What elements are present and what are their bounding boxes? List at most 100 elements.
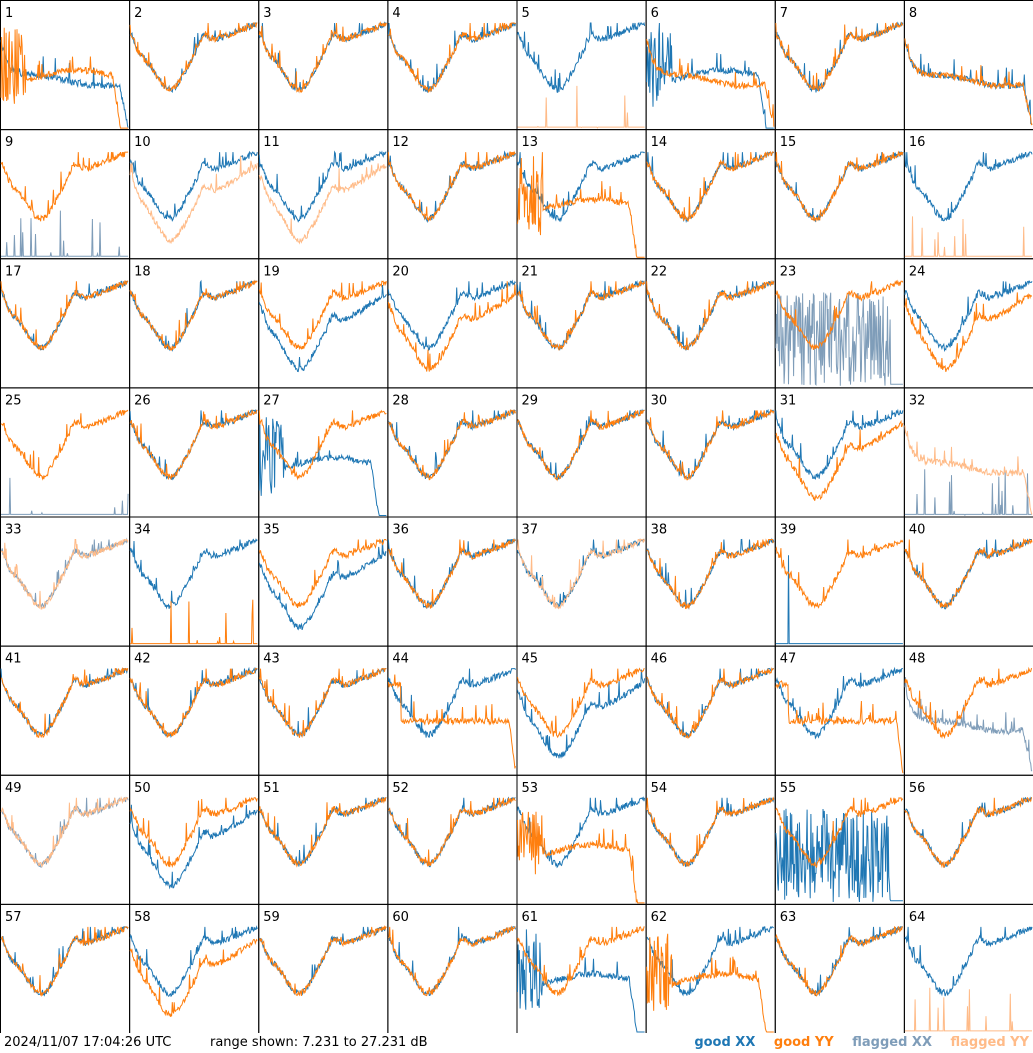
series-xx-19 — [258, 284, 387, 373]
series-yy-12 — [387, 150, 516, 223]
series-yy-37 — [517, 537, 646, 610]
series-xx-5 — [517, 21, 646, 93]
panel-52: 52 — [387, 774, 518, 905]
series-xx-8 — [904, 38, 1033, 126]
panel-label: 26 — [134, 393, 151, 408]
legend-good-xx: good XX — [694, 1035, 756, 1050]
legend-flagged-yy: flagged YY — [950, 1035, 1030, 1050]
legend-good-yy: good YY — [773, 1035, 834, 1050]
series-xx-38 — [646, 537, 775, 610]
panel-label: 23 — [780, 264, 797, 279]
panel-46: 46 — [645, 645, 776, 776]
series-yy-46 — [646, 667, 775, 739]
series-yy-61 — [517, 926, 645, 997]
panel-label: 64 — [909, 910, 926, 925]
series-xx-63 — [775, 926, 903, 997]
series-yy-14 — [646, 151, 774, 222]
series-yy-40 — [904, 538, 1033, 609]
panel-label: 20 — [392, 264, 409, 279]
panel-24: 24 — [903, 258, 1033, 389]
panel-label: 14 — [651, 135, 668, 150]
series-yy-17 — [0, 279, 129, 351]
series-xx-6 — [646, 22, 774, 129]
panel-57: 57 — [0, 903, 131, 1033]
series-xx-23 — [775, 292, 903, 386]
series-yy-15 — [775, 150, 904, 223]
series-yy-30 — [646, 408, 775, 481]
panel-label: 28 — [392, 393, 409, 408]
series-yy-21 — [517, 279, 646, 351]
series-xx-44 — [387, 668, 516, 738]
panel-label: 36 — [392, 523, 409, 538]
panel-29: 29 — [516, 387, 647, 518]
series-yy-62 — [646, 933, 774, 1033]
panel-56: 56 — [903, 774, 1033, 905]
panel-label: 38 — [651, 523, 668, 538]
series-yy-27 — [258, 409, 387, 481]
panel-label: 10 — [134, 135, 151, 150]
series-yy-13 — [517, 152, 645, 258]
series-xx-64 — [904, 926, 1033, 997]
panel-label: 42 — [134, 652, 151, 667]
panel-label: 31 — [780, 393, 797, 408]
panel-label: 53 — [522, 781, 539, 796]
series-yy-59 — [258, 925, 387, 997]
series-yy-25 — [0, 409, 129, 481]
series-xx-41 — [0, 667, 129, 737]
panel-12: 12 — [387, 129, 518, 260]
panel-label: 61 — [522, 910, 539, 925]
panel-label: 32 — [909, 393, 926, 408]
series-xx-29 — [517, 408, 645, 481]
panel-label: 9 — [5, 135, 13, 150]
panel-label: 19 — [263, 264, 280, 279]
series-yy-47 — [775, 680, 904, 774]
panel-48: 48 — [903, 645, 1033, 776]
series-yy-45 — [517, 667, 645, 739]
series-yy-48 — [904, 666, 1032, 740]
panel-label: 33 — [5, 523, 22, 538]
panel-label: 6 — [651, 6, 659, 21]
series-yy-8 — [904, 38, 1033, 126]
panel-label: 12 — [392, 135, 409, 150]
panel-label: 48 — [909, 652, 926, 667]
panel-17: 17 — [0, 258, 131, 389]
panel-47: 47 — [774, 645, 905, 776]
panel-20: 20 — [387, 258, 518, 389]
panel-50: 50 — [129, 774, 260, 905]
series-xx-9 — [1, 210, 129, 257]
timestamp: 2024/11/07 17:04:26 UTC — [4, 1035, 172, 1050]
series-yy-43 — [258, 667, 387, 739]
panel-label: 39 — [780, 523, 797, 538]
series-yy-38 — [646, 538, 775, 610]
range-label: range shown: 7.231 to 27.231 dB — [210, 1035, 428, 1050]
series-yy-34 — [130, 599, 258, 645]
panel-label: 58 — [134, 910, 151, 925]
series-yy-6 — [646, 38, 775, 127]
panel-35: 35 — [258, 516, 389, 647]
panel-61: 61 — [516, 903, 647, 1033]
series-xx-21 — [517, 280, 645, 351]
panel-14: 14 — [645, 129, 776, 260]
panel-label: 52 — [392, 781, 409, 796]
series-yy-60 — [387, 925, 516, 997]
panel-33: 33 — [0, 516, 131, 647]
panel-62: 62 — [645, 903, 776, 1033]
panel-label: 16 — [909, 135, 926, 150]
series-xx-35 — [258, 539, 387, 631]
panel-59: 59 — [258, 903, 389, 1033]
panel-label: 51 — [263, 781, 280, 796]
series-yy-32 — [904, 425, 1033, 515]
panel-44: 44 — [387, 645, 518, 776]
panel-label: 22 — [651, 264, 668, 279]
panel-label: 13 — [522, 135, 539, 150]
panel-8: 8 — [903, 0, 1033, 131]
series-yy-39 — [775, 539, 904, 609]
series-yy-56 — [904, 796, 1032, 869]
series-xx-50 — [129, 804, 258, 890]
panel-30: 30 — [645, 387, 776, 518]
panel-1: 1 — [0, 0, 131, 131]
panel-label: 25 — [5, 393, 22, 408]
legend-flagged-xx: flagged XX — [852, 1035, 932, 1050]
series-yy-36 — [388, 538, 516, 610]
series-yy-9 — [0, 151, 129, 222]
